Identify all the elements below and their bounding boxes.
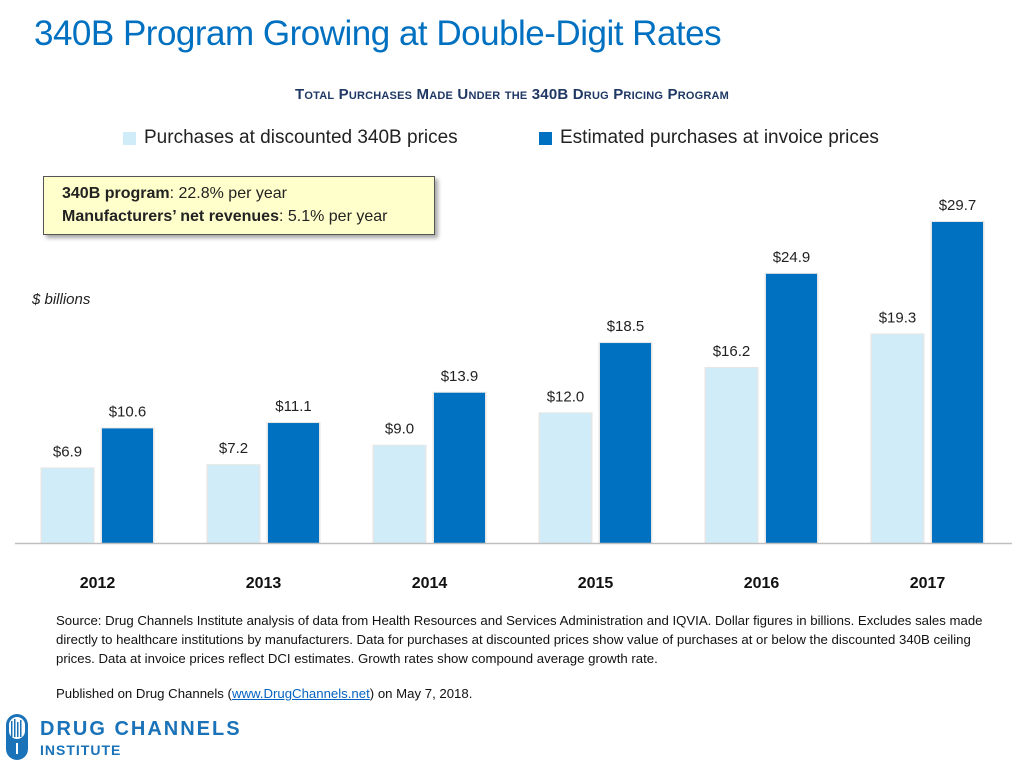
x-tick-label-2017: 2017 xyxy=(910,575,946,592)
data-label-discounted-2016: $16.2 xyxy=(713,343,751,360)
data-label-invoice-2014: $13.9 xyxy=(441,368,479,385)
legend-label-invoice: Estimated purchases at invoice prices xyxy=(560,127,879,148)
callout-line-340b: 340B program: 22.8% per year xyxy=(62,185,287,202)
legend-item-invoice: Estimated purchases at invoice prices xyxy=(539,127,879,149)
bar-invoice-2015 xyxy=(600,343,651,543)
data-label-discounted-2017: $19.3 xyxy=(879,309,917,326)
bar-discounted-2015 xyxy=(540,413,591,543)
x-tick-label-2013: 2013 xyxy=(246,575,282,592)
bar-discounted-2014 xyxy=(374,445,425,543)
data-label-discounted-2013: $7.2 xyxy=(219,440,248,457)
drugchannels-link[interactable]: www.DrugChannels.net xyxy=(231,686,370,701)
bar-chart: $6.9 $10.6 2012 $7.2 $11.1 2013 $9.0 $13.9 2014 $… xyxy=(15,197,1012,592)
x-tick-label-2016: 2016 xyxy=(744,575,780,592)
data-label-invoice-2012: $10.6 xyxy=(109,403,147,420)
drug-channels-logo: DRUG CHANNELS INSTITUTE xyxy=(4,712,240,762)
bar-discounted-2016 xyxy=(706,367,757,543)
data-label-invoice-2016: $24.9 xyxy=(773,249,811,266)
legend-item-discounted: Purchases at discounted 340B prices xyxy=(123,127,458,149)
bar-invoice-2016 xyxy=(766,273,817,543)
data-label-invoice-2013: $11.1 xyxy=(275,398,311,415)
x-tick-label-2012: 2012 xyxy=(80,575,116,592)
data-label-discounted-2012: $6.9 xyxy=(53,443,82,460)
data-label-invoice-2017: $29.7 xyxy=(939,197,977,214)
growth-rate-callout: 340B program: 22.8% per year Manufacture… xyxy=(43,176,435,235)
data-label-invoice-2015: $18.5 xyxy=(607,318,645,335)
bar-discounted-2017 xyxy=(872,334,923,543)
logo-text-drug-channels: DRUG CHANNELS xyxy=(40,718,242,740)
bar-invoice-2013 xyxy=(268,423,319,543)
chart-subtitle: Total Purchases Made Under the 340B Drug… xyxy=(294,86,730,103)
data-label-discounted-2015: $12.0 xyxy=(547,388,585,405)
legend-swatch-discounted xyxy=(123,131,136,145)
source-note: Source: Drug Channels Institute analysis… xyxy=(56,613,983,666)
y-axis-units-label: $ billions xyxy=(32,291,91,308)
pill-capsule-icon xyxy=(6,714,28,760)
data-label-discounted-2014: $9.0 xyxy=(385,421,414,438)
bar-discounted-2013 xyxy=(208,465,259,543)
bar-discounted-2012 xyxy=(42,468,93,543)
bar-invoice-2014 xyxy=(434,392,485,543)
bar-invoice-2017 xyxy=(932,222,983,543)
callout-line-manufacturers: Manufacturers’ net revenues: 5.1% per ye… xyxy=(62,208,388,225)
page-title: 340B Program Growing at Double-Digit Rat… xyxy=(34,14,722,53)
bar-invoice-2012 xyxy=(102,428,153,543)
published-note: Published on Drug Channels (www.DrugChan… xyxy=(56,686,473,701)
x-tick-label-2014: 2014 xyxy=(412,575,448,592)
legend-swatch-invoice xyxy=(539,131,552,145)
legend-label-discounted: Purchases at discounted 340B prices xyxy=(144,127,458,148)
logo-text-institute: INSTITUTE xyxy=(40,742,122,758)
x-tick-label-2015: 2015 xyxy=(578,575,614,592)
